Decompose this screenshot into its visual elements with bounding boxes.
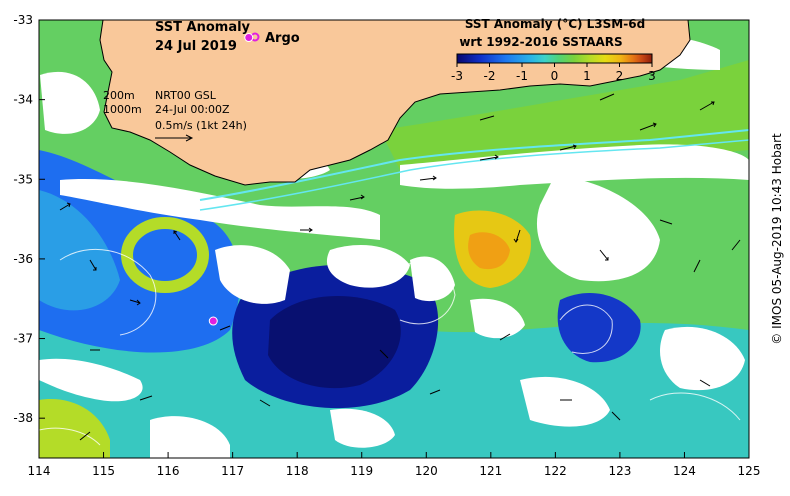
contour-1000m-label: 1000m: [103, 103, 142, 116]
x-tick-label: 122: [544, 464, 567, 478]
x-tick-label: 123: [608, 464, 631, 478]
x-tick-label: 118: [286, 464, 309, 478]
plot-frame: [38, 19, 750, 459]
x-tick-label: 115: [92, 464, 115, 478]
colorbar-tick-label: 0: [551, 69, 559, 83]
y-tick-label: -37: [13, 332, 33, 346]
argo-float-icon: [244, 33, 254, 43]
colorbar: [456, 53, 653, 64]
x-tick-label: 116: [157, 464, 180, 478]
time-label: 24-Jul 00:00Z: [155, 103, 230, 116]
x-tick-label: 114: [28, 464, 51, 478]
x-tick-label: 120: [415, 464, 438, 478]
y-tick-label: -35: [13, 172, 33, 186]
x-axis: 114 115 116 117 118 119 120 121 122 123 124 125: [28, 452, 761, 478]
scale-label: 0.5m/s (1kt 24h): [155, 119, 247, 132]
sst-field: [39, 20, 749, 458]
product-label: NRT00 GSL: [155, 89, 217, 102]
colorbar-tick-label: -2: [484, 69, 496, 83]
colorbar-tick-label: 3: [648, 69, 656, 83]
y-tick-label: -34: [13, 93, 33, 107]
legend-title-line1: SST Anomaly (°C) L3SM-6d: [465, 17, 645, 31]
legend-title-line2: wrt 1992-2016 SSTAARS: [459, 35, 622, 49]
y-tick-label: -33: [13, 13, 33, 27]
colorbar-legend: SST Anomaly (°C) L3SM-6d wrt 1992-2016 S…: [451, 17, 656, 83]
x-tick-label: 119: [350, 464, 373, 478]
argo-float-icon: [208, 316, 218, 326]
y-axis: -33 -34 -35 -36 -37 -38: [13, 13, 45, 425]
colorbar-tick-label: 1: [583, 69, 591, 83]
y-tick-label: -38: [13, 411, 33, 425]
y-tick-label: -36: [13, 252, 33, 266]
x-tick-label: 124: [673, 464, 696, 478]
argo-floats: [208, 33, 254, 326]
scale-arrow-icon: [155, 134, 194, 142]
x-tick-label: 121: [479, 464, 502, 478]
colorbar-tick-label: 2: [616, 69, 624, 83]
current-vectors: [59, 93, 741, 441]
colorbar-tick-label: -1: [516, 69, 528, 83]
colorbar-tick-label: -3: [451, 69, 463, 83]
x-tick-label: 125: [738, 464, 761, 478]
contour-200m-label: 200m: [103, 89, 135, 102]
credit-text: © IMOS 05-Aug-2019 10:43 Hobart: [770, 133, 784, 345]
map-date: 24 Jul 2019: [155, 39, 237, 54]
info-block: 200m 1000m NRT00 GSL 24-Jul 00:00Z 0.5m/…: [103, 89, 247, 142]
argo-label: Argo: [265, 31, 300, 46]
x-tick-label: 117: [221, 464, 244, 478]
colorbar-ticks: -3 -2 -1 0 1 2 3: [451, 63, 656, 83]
map-title: SST Anomaly: [155, 20, 251, 35]
